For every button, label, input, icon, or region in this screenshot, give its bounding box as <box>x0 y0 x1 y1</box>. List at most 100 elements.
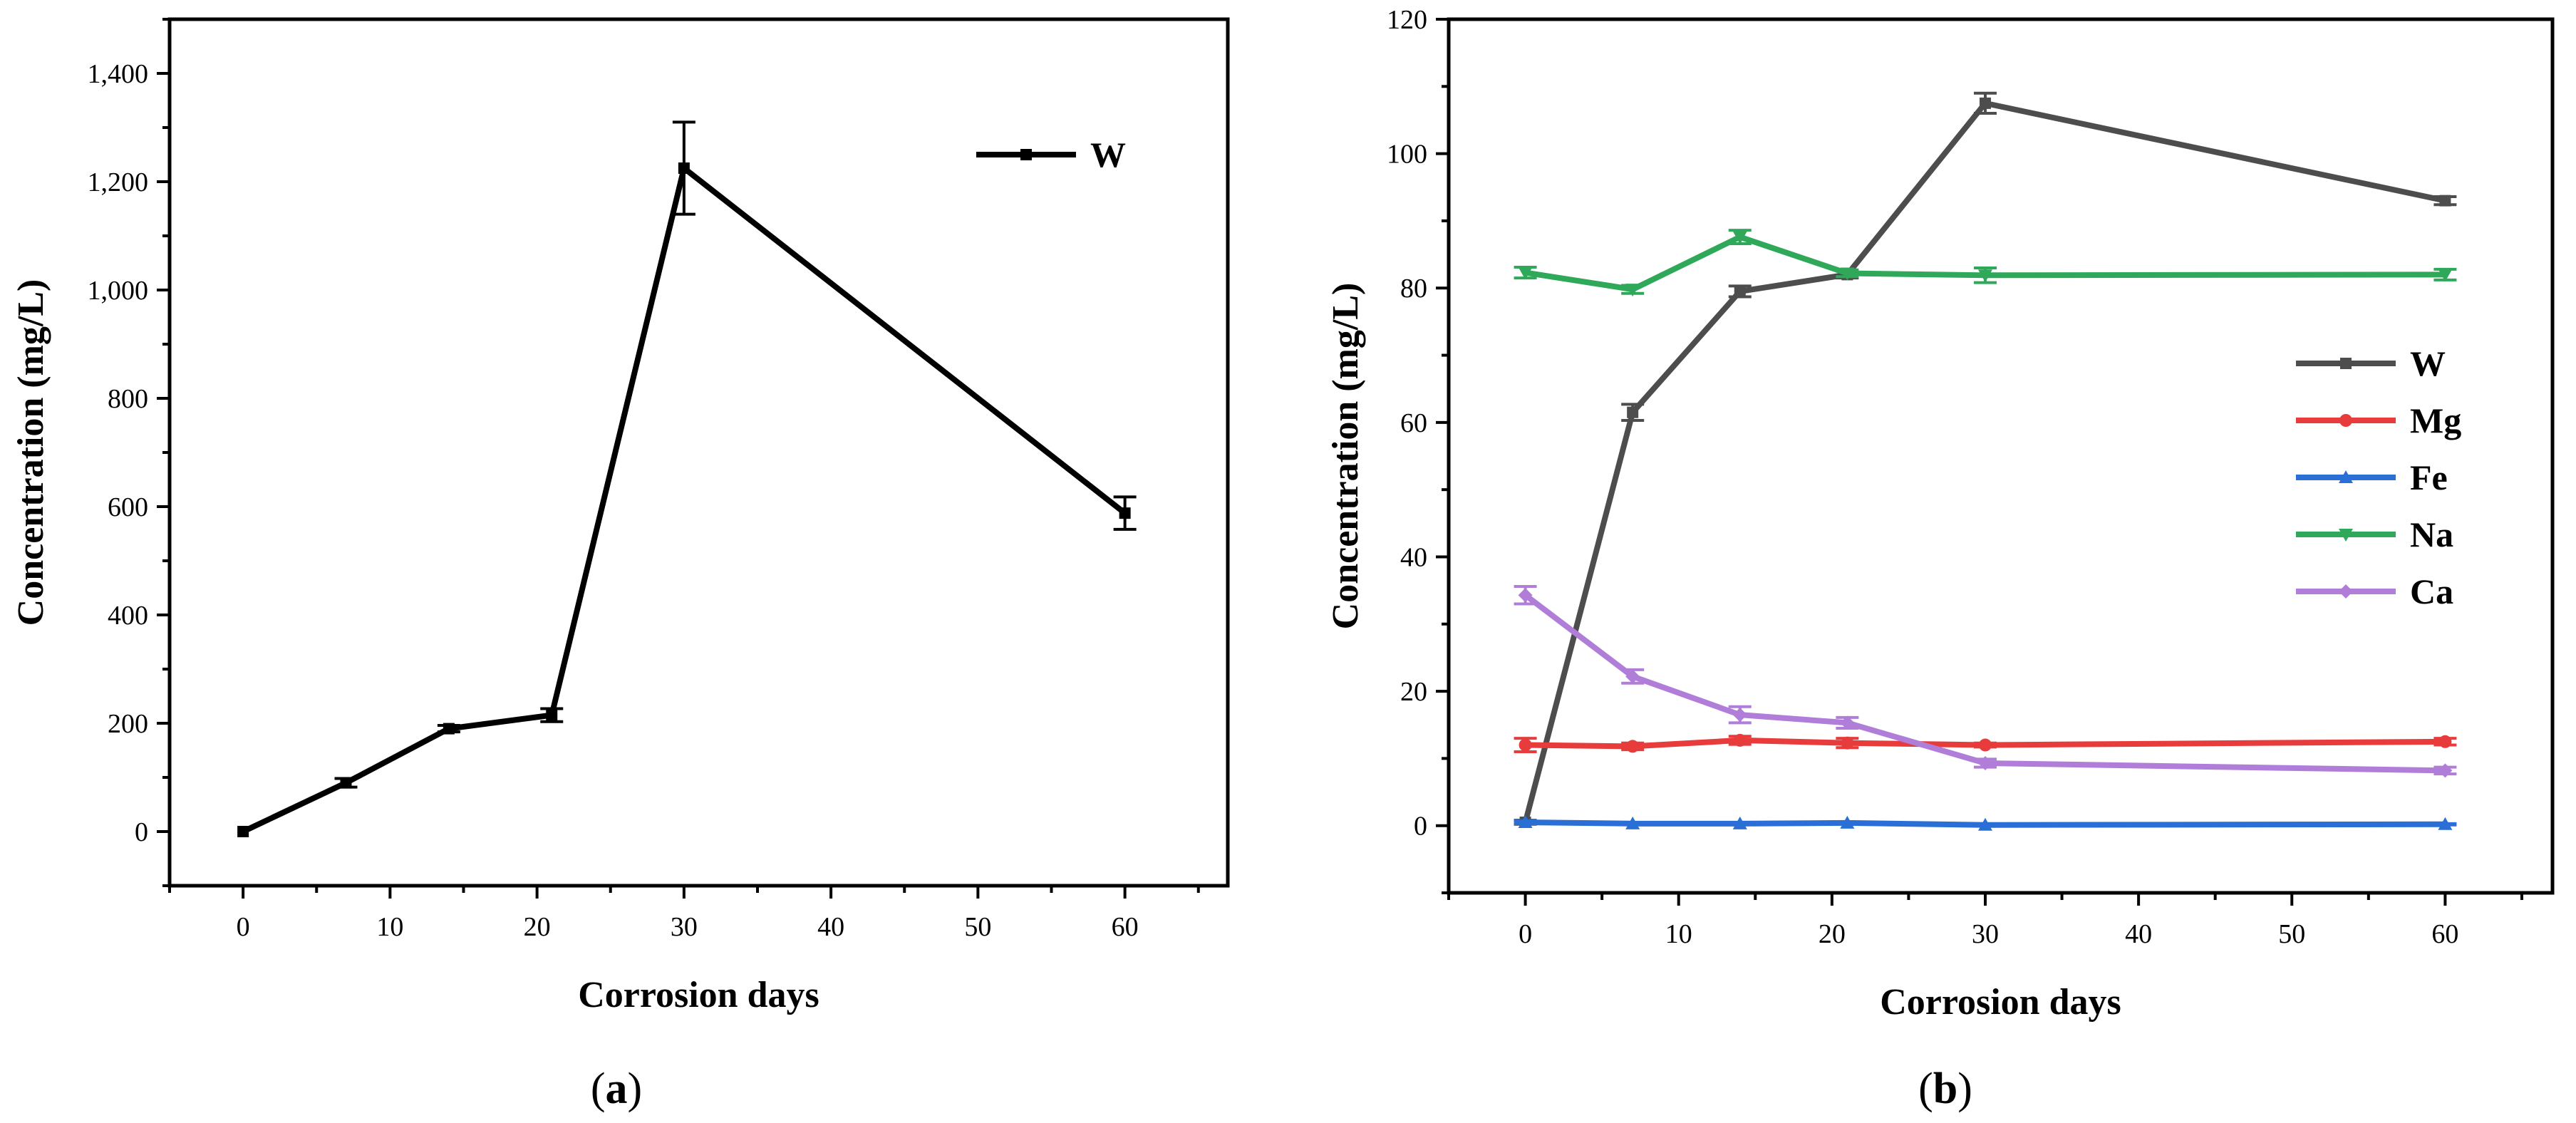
legend-label: Fe <box>2410 457 2448 497</box>
y-tick-label: 80 <box>1400 274 1427 304</box>
data-point <box>1519 738 1532 752</box>
y-tick-label: 40 <box>1400 542 1427 572</box>
data-point <box>1119 507 1131 519</box>
data-point <box>1840 815 1855 829</box>
data-point <box>2438 735 2452 748</box>
x-tick-label: 60 <box>2431 919 2458 949</box>
data-point <box>340 777 352 789</box>
y-tick-label: 1,200 <box>88 167 149 197</box>
data-point <box>1977 269 1992 283</box>
legend-marker <box>2339 529 2353 542</box>
x-tick-label: 20 <box>1819 919 1846 949</box>
plot-frame <box>167 17 1230 888</box>
plot-frame <box>1447 17 2555 895</box>
legend-marker <box>1020 149 1032 160</box>
legend: W <box>976 135 1126 175</box>
y-tick-label: 120 <box>1387 5 1427 35</box>
panel-a: 0 10 20 30 40 50 6002004006008001,0001,2001,40… <box>11 17 1230 1113</box>
legend-label: Ca <box>2410 571 2453 611</box>
data-point <box>1518 814 1533 828</box>
legend-label: Mg <box>2410 400 2461 440</box>
legend-label: W <box>1090 135 1126 175</box>
series-mg <box>1514 733 2457 753</box>
data-point <box>443 723 455 735</box>
data-point <box>1732 708 1747 723</box>
y-axis-title: Concentration (mg/L) <box>1325 283 1366 630</box>
x-tick-label: 30 <box>671 912 698 942</box>
series-w <box>1514 91 2457 828</box>
series-line <box>1522 100 2446 823</box>
data-point <box>1518 588 1533 603</box>
data-point <box>1978 738 1992 752</box>
data-point <box>1518 266 1533 280</box>
series-line <box>1525 737 2446 750</box>
legend-marker <box>2339 584 2353 599</box>
data-point <box>1733 733 1747 747</box>
legend: W Mg Fe Na Ca <box>2296 343 2461 611</box>
series-line <box>1524 234 2446 293</box>
x-tick-label: 10 <box>376 912 403 942</box>
data-point <box>1627 406 1639 418</box>
data-point <box>1625 816 1640 829</box>
series-na <box>1514 229 2457 297</box>
data-point <box>1840 267 1855 281</box>
data-point <box>2438 269 2453 282</box>
data-point <box>2438 763 2453 778</box>
data-point <box>1732 231 1747 244</box>
panel-label: (a) <box>591 1065 642 1113</box>
series-ca <box>1514 584 2457 778</box>
x-tick-label: 0 <box>237 912 250 942</box>
x-axis-title: Corrosion days <box>578 975 819 1015</box>
x-tick-label: 30 <box>1972 919 1999 949</box>
x-tick-label: 40 <box>817 912 844 942</box>
legend-label: Na <box>2410 514 2453 554</box>
data-point <box>2439 195 2451 207</box>
series-w <box>237 120 1137 837</box>
data-point <box>2438 817 2453 830</box>
legend-marker <box>2339 414 2352 427</box>
data-point <box>1977 817 1992 831</box>
legend-marker <box>2340 358 2352 369</box>
legend-marker <box>2339 470 2353 483</box>
panel-label: (b) <box>1918 1065 1972 1113</box>
data-point <box>1840 715 1855 730</box>
x-tick-label: 40 <box>2125 919 2152 949</box>
x-tick-label: 10 <box>1665 919 1692 949</box>
x-tick-label: 20 <box>524 912 551 942</box>
data-point <box>1841 736 1854 750</box>
y-tick-label: 600 <box>108 492 148 522</box>
x-tick-label: 50 <box>2278 919 2305 949</box>
x-tick-label: 0 <box>1519 919 1532 949</box>
y-tick-label: 1,000 <box>88 276 149 306</box>
data-point <box>1979 97 1991 109</box>
y-tick-label: 60 <box>1400 408 1427 438</box>
data-point <box>1626 740 1640 753</box>
series-line <box>1525 819 2446 828</box>
legend-label: W <box>2410 343 2446 383</box>
data-point <box>1732 816 1747 829</box>
y-tick-label: 400 <box>108 601 148 631</box>
y-axis-title: Concentration (mg/L) <box>11 279 51 626</box>
y-tick-label: 20 <box>1400 677 1427 707</box>
y-tick-label: 1,400 <box>88 59 149 89</box>
x-axis-title: Corrosion days <box>1880 982 2121 1023</box>
data-point <box>546 709 558 721</box>
series-line <box>1524 593 2446 774</box>
data-point <box>1625 284 1640 297</box>
series-fe <box>1514 814 2457 831</box>
data-point <box>1734 285 1746 297</box>
y-tick-label: 0 <box>135 817 148 847</box>
panel-b: 0 10 20 30 40 50 60 0 20 40 60 80 100 120 Corrosion da… <box>1325 5 2555 1113</box>
y-tick-label: 0 <box>1414 812 1427 842</box>
data-point <box>237 826 249 837</box>
data-point <box>1977 755 1992 770</box>
data-point <box>1625 669 1640 684</box>
y-tick-label: 200 <box>108 709 148 739</box>
y-tick-label: 100 <box>1387 140 1427 170</box>
x-tick-label: 60 <box>1112 912 1139 942</box>
x-tick-label: 50 <box>964 912 991 942</box>
y-tick-label: 800 <box>108 384 148 414</box>
series-line <box>242 165 1127 834</box>
data-point <box>678 162 690 174</box>
